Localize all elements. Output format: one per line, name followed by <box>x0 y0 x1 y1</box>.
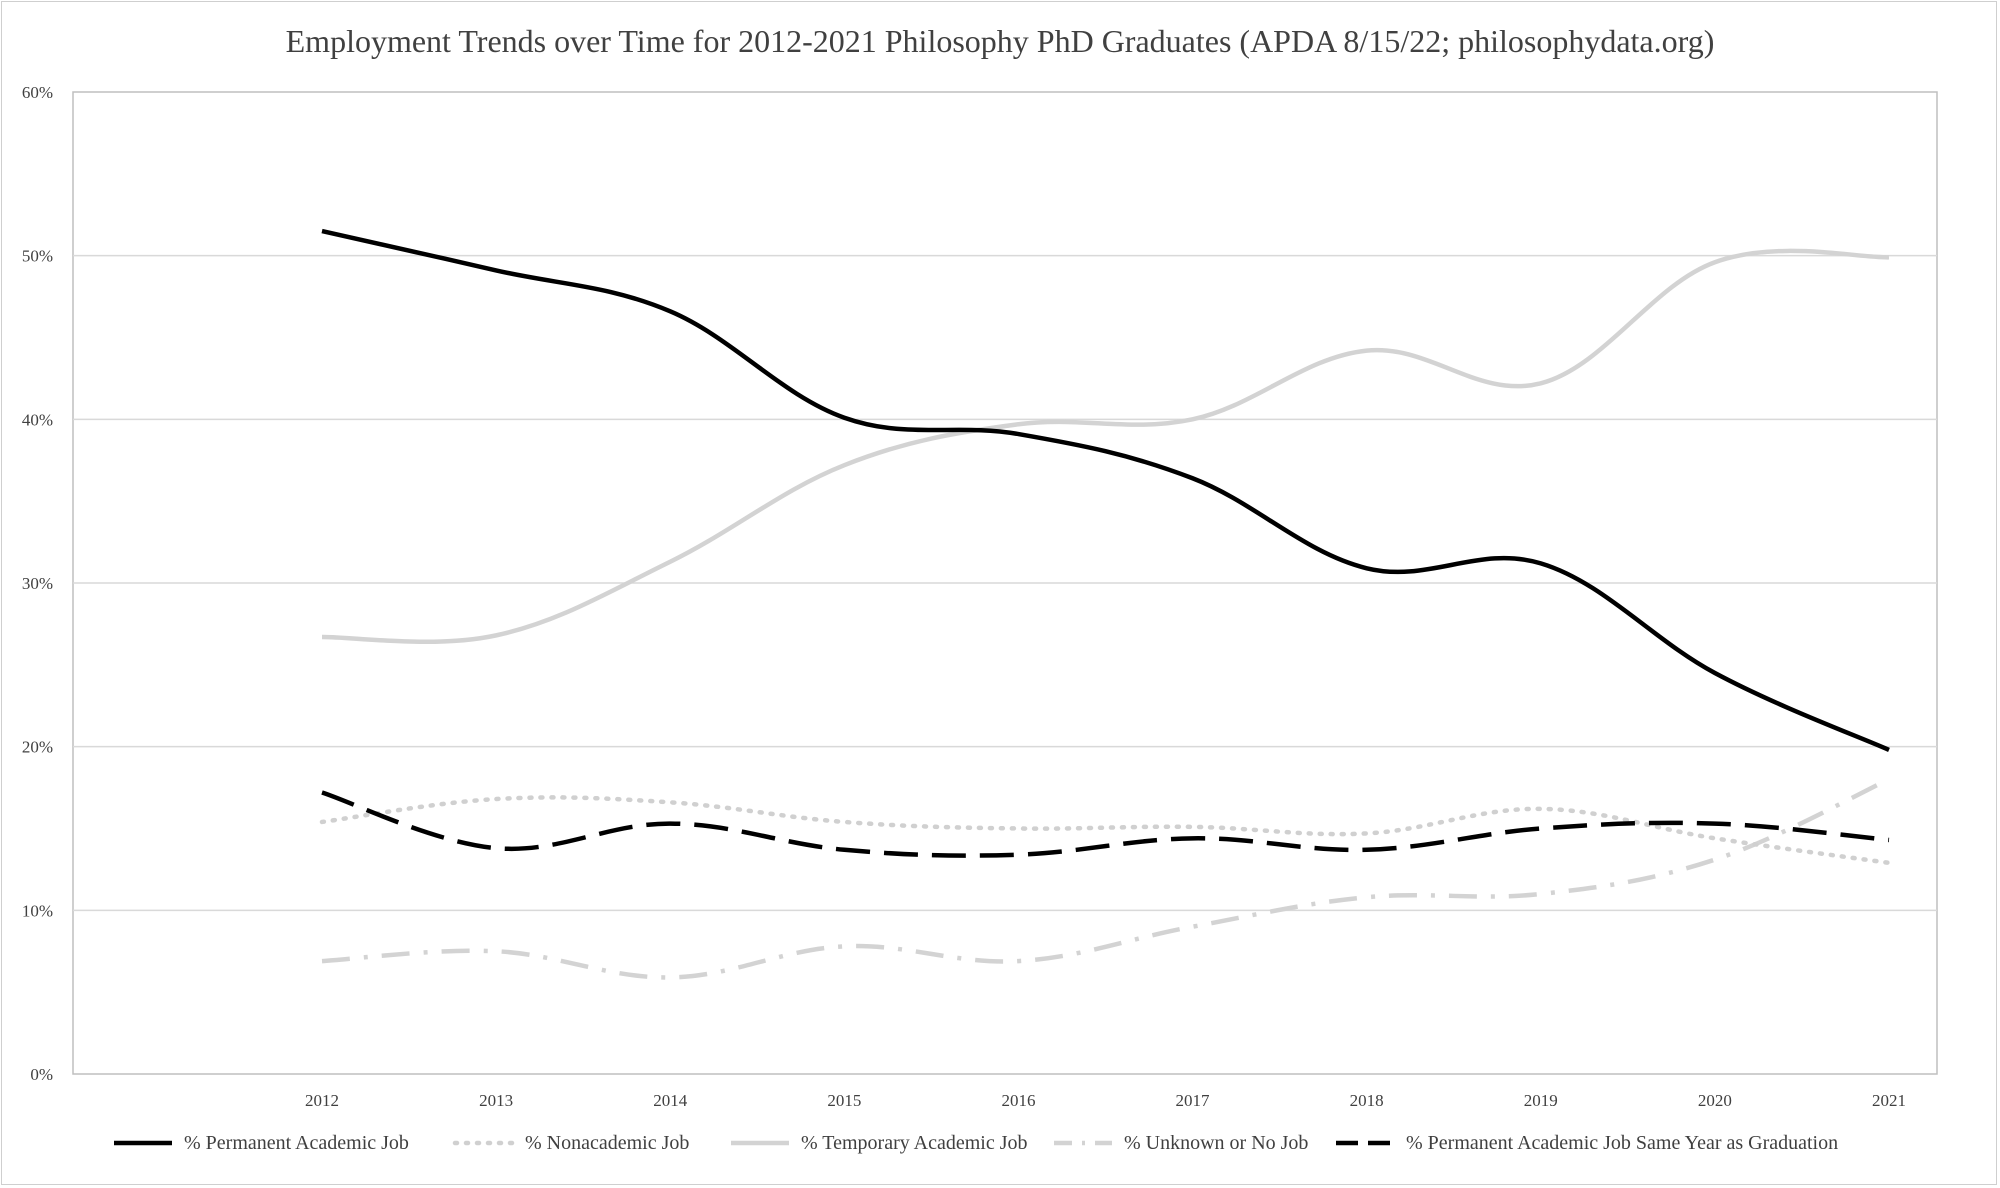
x-tick-label: 2018 <box>1350 1091 1384 1110</box>
legend-label: % Temporary Academic Job <box>801 1132 1028 1154</box>
legend-item: % Temporary Academic Job <box>731 1132 1028 1154</box>
legend-item: % Nonacademic Job <box>452 1132 689 1154</box>
legend-label: % Permanent Academic Job Same Year as Gr… <box>1406 1132 1838 1154</box>
series-2 <box>321 248 1890 645</box>
y-tick-label: 10% <box>22 901 53 920</box>
series-line <box>321 228 1890 752</box>
y-tick-label: 50% <box>22 247 53 266</box>
x-tick-label: 2016 <box>1001 1091 1035 1110</box>
x-tick-label: 2017 <box>1176 1091 1211 1110</box>
series-lines <box>319 228 1892 980</box>
legend-item: % Permanent Academic Job Same Year as Gr… <box>1336 1132 1838 1154</box>
gridlines <box>72 91 1938 1075</box>
legend-label: % Nonacademic Job <box>525 1132 689 1154</box>
legend-label: % Unknown or No Job <box>1124 1132 1308 1154</box>
y-tick-label: 0% <box>30 1065 53 1084</box>
y-tick-label: 20% <box>22 738 53 757</box>
legend-label: % Permanent Academic Job <box>184 1132 409 1154</box>
series-line <box>321 248 1890 645</box>
y-tick-label: 40% <box>22 410 53 429</box>
series-3 <box>321 777 1890 980</box>
x-axis-ticks: 2012 2013 2014 2015 2016 2017 2018 2019 2020 2021 <box>305 1091 1906 1110</box>
x-tick-label: 2013 <box>479 1091 513 1110</box>
series-1 <box>319 795 1892 866</box>
series-line <box>321 777 1890 980</box>
y-tick-label: 60% <box>22 83 53 102</box>
x-tick-label: 2019 <box>1524 1091 1558 1110</box>
y-axis-ticks: 0% 10% 20% 30% 40% 50% 60% <box>22 83 53 1084</box>
x-tick-label: 2021 <box>1872 1091 1906 1110</box>
x-tick-label: 2015 <box>827 1091 861 1110</box>
x-tick-label: 2020 <box>1698 1091 1732 1110</box>
x-tick-label: 2014 <box>653 1091 688 1110</box>
y-tick-label: 30% <box>22 574 53 593</box>
series-line <box>321 790 1890 858</box>
legend: % Permanent Academic Job % Nonacademic Jo… <box>114 1132 1838 1154</box>
legend-item: % Unknown or No Job <box>1054 1132 1308 1154</box>
series-line <box>319 795 1892 866</box>
chart-title: Employment Trends over Time for 2012-202… <box>286 23 1715 59</box>
series-4 <box>321 790 1890 858</box>
series-0 <box>321 228 1890 752</box>
x-tick-label: 2012 <box>305 1091 339 1110</box>
legend-item: % Permanent Academic Job <box>114 1132 409 1154</box>
